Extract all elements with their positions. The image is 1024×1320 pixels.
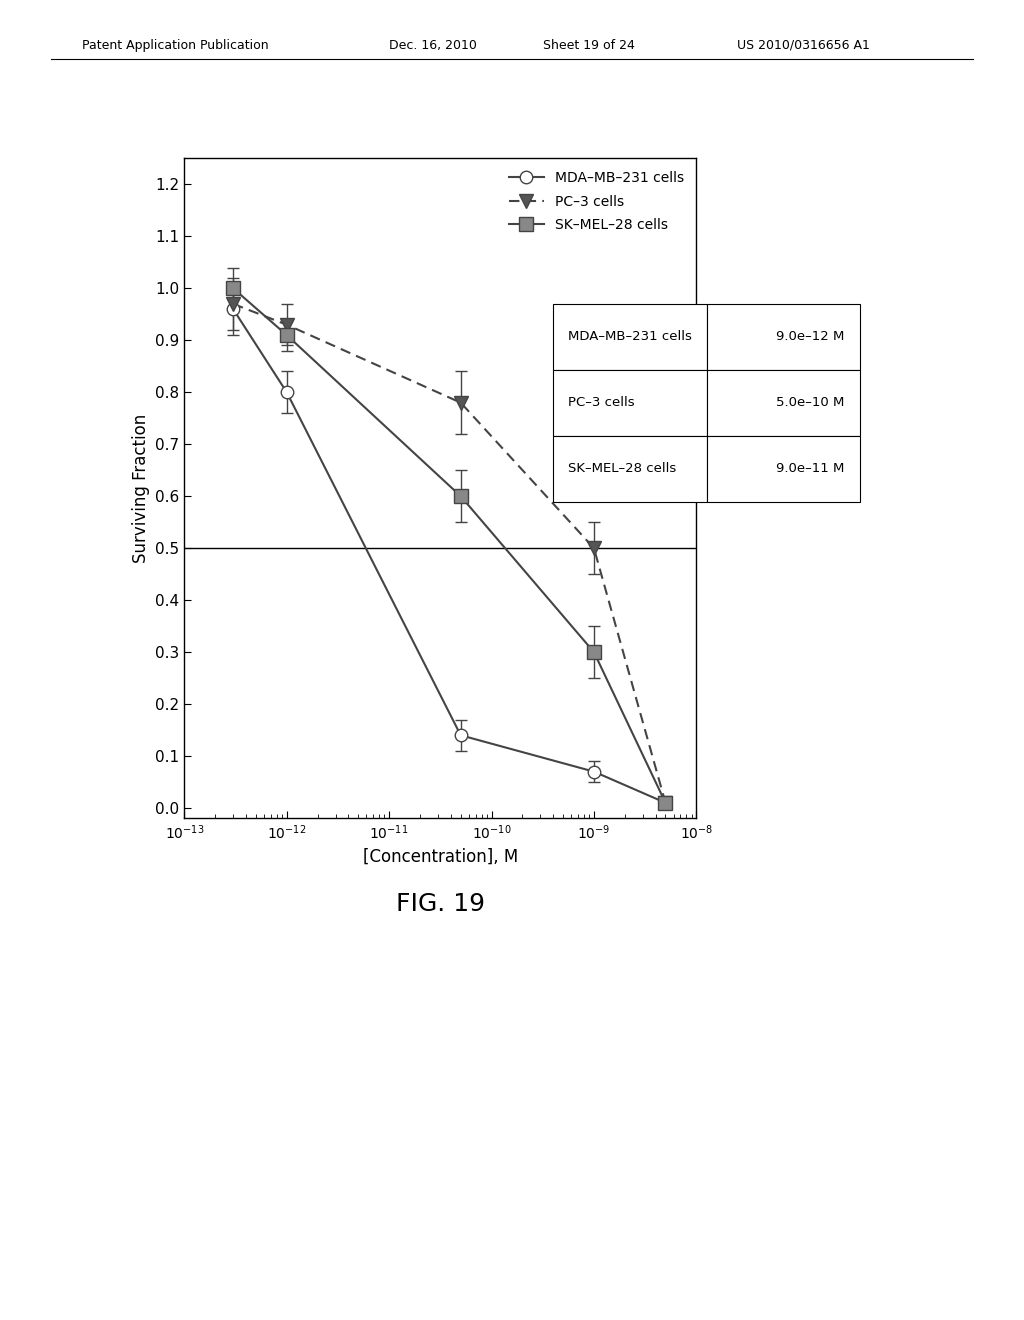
Text: Patent Application Publication: Patent Application Publication xyxy=(82,38,268,51)
Text: US 2010/0316656 A1: US 2010/0316656 A1 xyxy=(737,38,870,51)
Y-axis label: Surviving Fraction: Surviving Fraction xyxy=(132,413,150,564)
Text: FIG. 19: FIG. 19 xyxy=(396,892,484,916)
Text: Sheet 19 of 24: Sheet 19 of 24 xyxy=(543,38,635,51)
Text: Dec. 16, 2010: Dec. 16, 2010 xyxy=(389,38,477,51)
Legend: MDA–MB–231 cells, PC–3 cells, SK–MEL–28 cells: MDA–MB–231 cells, PC–3 cells, SK–MEL–28 … xyxy=(504,165,689,238)
X-axis label: [Concentration], M: [Concentration], M xyxy=(362,847,518,866)
